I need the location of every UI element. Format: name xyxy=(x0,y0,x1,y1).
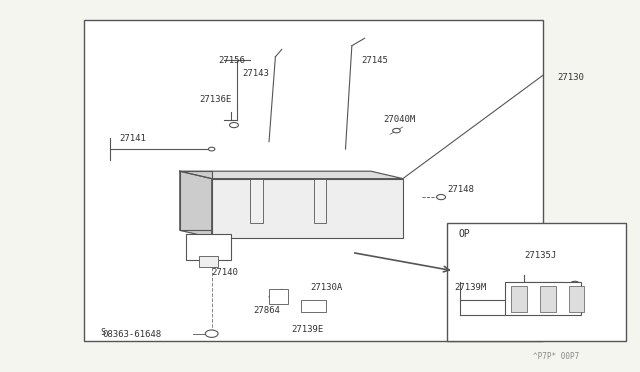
Bar xyxy=(180,171,212,230)
Circle shape xyxy=(393,128,400,133)
Bar xyxy=(186,234,231,260)
Bar xyxy=(84,20,543,341)
Bar xyxy=(212,179,403,238)
Circle shape xyxy=(205,330,218,337)
Text: 27143: 27143 xyxy=(243,69,269,78)
Text: 27864: 27864 xyxy=(253,306,280,315)
Text: OP: OP xyxy=(459,229,470,239)
Text: 27141: 27141 xyxy=(119,134,146,142)
Bar xyxy=(199,256,218,267)
Text: 27145: 27145 xyxy=(362,56,388,65)
Text: 27130A: 27130A xyxy=(310,283,342,292)
Text: ^P7P* 00P7: ^P7P* 00P7 xyxy=(532,352,579,361)
Bar xyxy=(314,179,326,223)
Text: S: S xyxy=(100,328,105,337)
Polygon shape xyxy=(180,171,212,238)
Bar xyxy=(540,286,556,311)
Text: 27136E: 27136E xyxy=(199,95,231,104)
Circle shape xyxy=(209,147,215,151)
Text: 27156: 27156 xyxy=(218,56,245,65)
Text: 27139E: 27139E xyxy=(291,325,324,334)
Text: 27135J: 27135J xyxy=(524,251,556,260)
Bar xyxy=(511,286,527,311)
Bar xyxy=(301,301,326,311)
Bar xyxy=(447,223,626,341)
Text: 27139M: 27139M xyxy=(454,283,486,292)
Bar xyxy=(250,179,262,223)
Text: 08363-61648: 08363-61648 xyxy=(102,330,161,339)
Circle shape xyxy=(570,281,579,286)
Text: 27148: 27148 xyxy=(447,185,474,194)
Circle shape xyxy=(230,122,239,128)
Text: 27130: 27130 xyxy=(557,73,584,81)
Text: 27140: 27140 xyxy=(212,268,239,277)
Polygon shape xyxy=(180,171,403,179)
Bar xyxy=(568,286,584,311)
Text: 27040M: 27040M xyxy=(384,115,416,124)
Circle shape xyxy=(436,195,445,200)
Bar xyxy=(505,282,581,315)
Bar xyxy=(269,289,288,304)
